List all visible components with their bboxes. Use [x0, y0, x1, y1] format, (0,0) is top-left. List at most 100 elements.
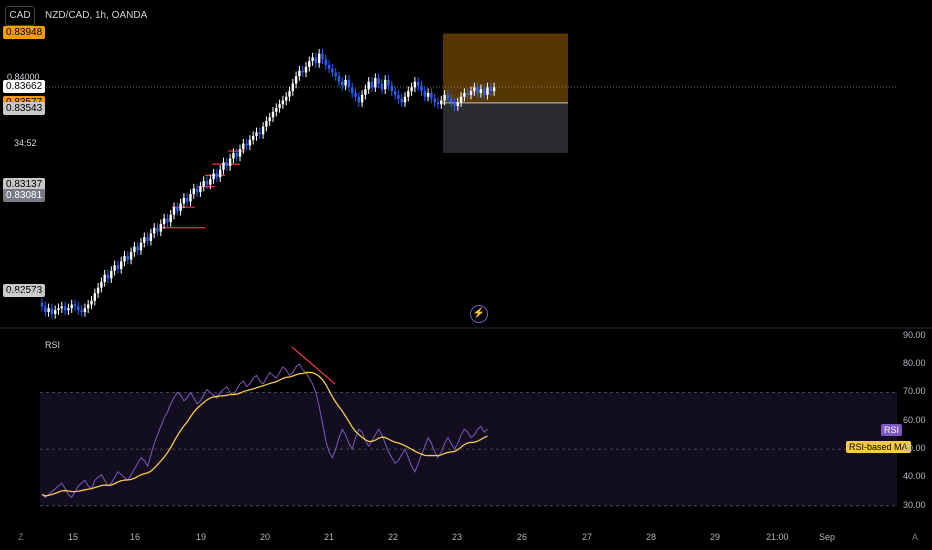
candle-body	[83, 308, 87, 313]
candle-body	[271, 111, 275, 118]
candle-body	[40, 302, 44, 307]
candle-body	[268, 117, 271, 122]
candle-body	[189, 194, 192, 202]
candle-body	[162, 218, 166, 225]
candle-body	[156, 227, 159, 232]
candle-body	[400, 98, 403, 103]
candle-body	[169, 214, 172, 223]
candle-body	[44, 306, 47, 313]
price-badge-4: 0.82573	[3, 283, 46, 297]
price-badge-2: 0.83137	[3, 178, 46, 192]
position-stop-zone	[443, 102, 568, 153]
candle-body	[459, 96, 463, 103]
position-target-zone	[443, 33, 568, 103]
candle-body	[410, 87, 413, 92]
candle-body	[387, 79, 390, 86]
candle-body	[347, 79, 351, 88]
candle-body	[60, 306, 63, 309]
candle-body	[245, 143, 248, 146]
candle-body	[192, 188, 195, 195]
candle-body	[182, 197, 186, 204]
candle-body	[209, 179, 212, 185]
candle-body	[384, 79, 387, 90]
candle-body	[466, 93, 469, 95]
candle-body	[294, 76, 298, 84]
candle-body	[450, 98, 453, 103]
candle-body	[261, 126, 265, 135]
candle-body	[238, 149, 242, 157]
time-tick-label: 16	[130, 532, 141, 542]
candle-body	[120, 261, 123, 269]
candle-body	[96, 287, 100, 294]
candle-body	[278, 104, 281, 108]
rsi-value-tag: RSI	[881, 424, 903, 436]
time-tick-label: 28	[646, 532, 657, 542]
rsi-ma-line	[41, 371, 488, 497]
candle-body	[80, 310, 83, 313]
candle-body	[417, 81, 420, 86]
candle-body	[463, 93, 466, 97]
candle-body	[215, 173, 219, 178]
candle-body	[57, 308, 60, 311]
candle-body	[70, 304, 73, 309]
candle-body	[87, 304, 90, 309]
candle-body	[73, 304, 77, 307]
candles-layer	[40, 49, 496, 319]
candle-body	[67, 308, 70, 311]
rsi-tick-label: 60.00	[903, 414, 926, 425]
candle-body	[139, 242, 143, 251]
candle-body	[255, 132, 258, 137]
candle-body	[153, 227, 156, 234]
candle-body	[172, 207, 176, 215]
candle-body	[430, 93, 433, 99]
time-tick-label: Sep	[819, 532, 836, 542]
candle-body	[337, 76, 341, 82]
candle-body	[483, 89, 486, 95]
candle-body	[90, 300, 93, 305]
currency-toggle-button[interactable]: CAD	[5, 6, 35, 26]
candle-body	[116, 265, 120, 269]
candle-body	[281, 100, 285, 105]
candle-body	[136, 246, 139, 251]
candle-body	[228, 158, 232, 167]
candle-body	[370, 81, 374, 88]
candle-body	[110, 270, 113, 279]
candle-body	[50, 308, 54, 314]
candle-body	[159, 224, 162, 232]
candle-body	[397, 94, 400, 99]
candle-body	[433, 98, 436, 103]
candle-body	[390, 85, 393, 92]
time-tick-label: 27	[582, 532, 593, 542]
candle-body	[225, 162, 228, 167]
lightning-icon[interactable]: ⚡	[470, 305, 488, 323]
candle-body	[242, 143, 245, 150]
rsi-pane-title[interactable]: RSI	[45, 340, 61, 350]
candle-body	[202, 180, 205, 187]
candle-body	[311, 57, 314, 62]
candle-body	[403, 96, 407, 103]
timezone-z-button[interactable]: Z	[18, 532, 24, 542]
candle-body	[199, 186, 202, 193]
candle-body	[453, 102, 456, 107]
price-badge-target: 0.83948	[3, 26, 46, 40]
rsi-tick-label: 50.00	[903, 443, 926, 454]
candle-body	[318, 53, 321, 64]
candle-body	[63, 306, 67, 311]
candle-body	[291, 83, 294, 92]
candle-body	[126, 255, 129, 260]
auto-scale-button[interactable]: A	[912, 532, 919, 542]
candle-body	[77, 306, 80, 311]
time-tick-label: 19	[196, 532, 207, 542]
candle-body	[407, 91, 410, 97]
candle-body	[103, 274, 106, 283]
candle-body	[357, 96, 360, 103]
candle-body	[219, 169, 222, 178]
candle-body	[212, 173, 215, 180]
candle-body	[146, 237, 149, 241]
candle-body	[54, 310, 57, 314]
candle-body	[93, 293, 96, 301]
candle-body	[47, 308, 50, 313]
candle-body	[100, 282, 103, 288]
rsi-layer	[41, 346, 488, 499]
